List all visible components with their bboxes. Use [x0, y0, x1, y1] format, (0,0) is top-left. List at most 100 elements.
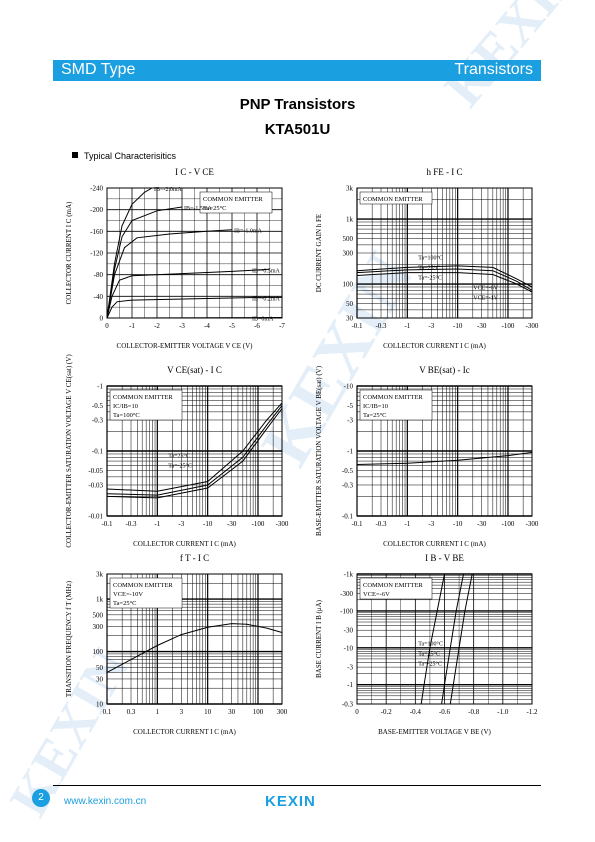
series-line	[106, 405, 283, 496]
y-tick-label: -0.1	[342, 513, 354, 521]
annotation-text: Ta=100°C	[113, 412, 140, 419]
series-line	[356, 272, 533, 293]
annotation-frame	[359, 389, 433, 421]
x-tick-label: -1.2	[526, 708, 538, 716]
y-tick-label: -0.5	[92, 402, 104, 410]
y-tick-label: -160	[90, 228, 103, 236]
x-tick-label: -1	[404, 520, 410, 528]
x-tick-label: 0.3	[127, 708, 136, 716]
header-category: Transistors	[454, 61, 533, 78]
header-type: SMD Type	[61, 61, 136, 78]
x-tick-label: -10	[203, 520, 213, 528]
annotation-frame	[109, 577, 183, 609]
y-tick-label: 30	[346, 315, 354, 323]
y-tick-label: 100	[343, 281, 354, 289]
annotation-box: COMMON EMITTER IC/IB=10 Ta=25°C	[359, 389, 433, 421]
x-tick-label: -100	[502, 322, 515, 330]
x-tick-label: -0.3	[375, 520, 387, 528]
x-tick-label: -5	[229, 322, 235, 330]
annotation-text: VCE=-6V	[363, 591, 390, 598]
y-tick-label: 0	[100, 315, 104, 323]
y-tick-label: 1k	[346, 216, 354, 224]
y-tick-label: -10	[344, 644, 354, 652]
y-tick-label: 50	[96, 664, 104, 672]
x-tick-label: -30	[227, 520, 237, 528]
chart-title: h FE - I C	[427, 167, 463, 177]
chart-title: I B - V BE	[425, 553, 464, 563]
annotation-frame	[359, 577, 433, 600]
x-tick-label: -1	[154, 520, 160, 528]
series-line	[106, 402, 283, 492]
annotation-text: COMMON EMITTER	[113, 394, 173, 401]
x-tick-label: -3	[179, 322, 185, 330]
x-axis-label: COLLECTOR-EMITTER VOLTAGE V CE (V)	[117, 342, 254, 350]
x-tick-label: -0.3	[125, 520, 137, 528]
y-tick-label: -200	[90, 206, 103, 214]
y-tick-label: 500	[343, 235, 354, 243]
y-tick-label: 30	[96, 675, 104, 683]
series-line	[356, 265, 533, 288]
x-axis-label: COLLECTOR CURRENT I C (mA)	[133, 728, 236, 736]
annotation-text: COMMON EMITTER	[363, 394, 423, 401]
y-tick-label: -10	[344, 383, 354, 391]
chart-4: -0.1 -0.3 -1 -3 -10 -30 -100 -300 -0.1 -0.3 -0.5 -1…	[315, 365, 539, 548]
plot-frame	[356, 187, 533, 319]
chart-1: 0 -1 -2 -3 -4 -5 -6 -7 0 -40 -80 -120 -160 -200 -240 I …	[65, 167, 285, 350]
header-bar: SMD Type Transistors	[53, 60, 541, 81]
y-tick-label: -3	[347, 664, 353, 672]
series-line	[441, 573, 464, 705]
y-axis-label: BASE CURRENT I B (μA)	[315, 599, 323, 678]
x-tick-label: -30	[477, 322, 487, 330]
annotation-frame	[359, 191, 433, 205]
footer-divider	[53, 785, 541, 786]
series-line	[356, 451, 533, 465]
annotation-text: COMMON EMITTER	[363, 582, 423, 589]
annotation-label: Ta=-25°C	[168, 463, 192, 470]
chart-title: f T - I C	[180, 553, 209, 563]
annotation-label: VCE=-1V	[473, 296, 498, 302]
x-tick-label: -3	[428, 322, 434, 330]
series-line	[449, 573, 473, 705]
y-tick-label: -3	[347, 416, 353, 424]
series-line	[106, 229, 233, 319]
chart-5: 0.1 0.3 1 3 10 30 100 300 10 30 50 100 300 500 1k 3k f T…	[65, 553, 288, 736]
chart-3: -0.1 -0.3 -1 -3 -10 -30 -100 -300 -0.01 -0.03 -0.0…	[65, 354, 289, 548]
series-line	[106, 623, 283, 673]
y-axis-label: DC CURRENT GAIN h FE	[315, 214, 323, 292]
y-axis-label: COLLECTOR-EMITTER SATURATION VOLTAGE V C…	[65, 354, 73, 548]
y-tick-label: -300	[340, 590, 353, 598]
x-axis-label: BASE-EMITTER VOLTAGE V BE (V)	[378, 728, 491, 736]
y-tick-label: 3k	[96, 571, 104, 579]
chart-6: 0 -0.2 -0.4 -0.6 -0.8 -1.0 -1.2 -0.3 -1 -3 -10 -30 -…	[315, 553, 538, 736]
x-tick-label: 100	[253, 708, 264, 716]
x-tick-label: -0.4	[410, 708, 422, 716]
annotation-text: IC/IB=10	[113, 403, 138, 410]
x-tick-label: -2	[154, 322, 160, 330]
y-tick-label: -1	[347, 681, 353, 689]
chart-title: I C - V CE	[175, 167, 214, 177]
annotation-text: COMMON EMITTER	[203, 196, 263, 203]
y-tick-label: -0.3	[342, 481, 354, 489]
x-axis-label: COLLECTOR CURRENT I C (mA)	[383, 342, 486, 350]
annotation-text: Ta=25°C	[203, 205, 227, 212]
x-axis-label: COLLECTOR CURRENT I C (mA)	[133, 540, 236, 548]
y-tick-label: -5	[347, 402, 353, 410]
x-tick-label: -1	[404, 322, 410, 330]
x-tick-label: -0.1	[101, 520, 113, 528]
annotation-box: COMMON EMITTER Ta=25°C	[199, 191, 273, 214]
y-tick-label: 100	[93, 648, 104, 656]
y-tick-label: 300	[93, 623, 104, 631]
page-title: PNP Transistors	[239, 96, 356, 113]
x-tick-label: -100	[502, 520, 515, 528]
y-tick-label: -0.1	[92, 448, 104, 456]
x-tick-label: -0.6	[439, 708, 451, 716]
series-line	[106, 206, 183, 319]
x-tick-label: -3	[428, 520, 434, 528]
website-link[interactable]: www.kexin.com.cn	[64, 796, 147, 807]
section-title: Typical Characterisitics	[84, 151, 177, 161]
y-tick-label: -0.5	[342, 467, 354, 475]
annotation-text: COMMON EMITTER	[113, 582, 173, 589]
y-tick-label: -40	[94, 293, 104, 301]
plot-frame	[356, 385, 533, 517]
y-tick-label: 300	[343, 250, 354, 258]
